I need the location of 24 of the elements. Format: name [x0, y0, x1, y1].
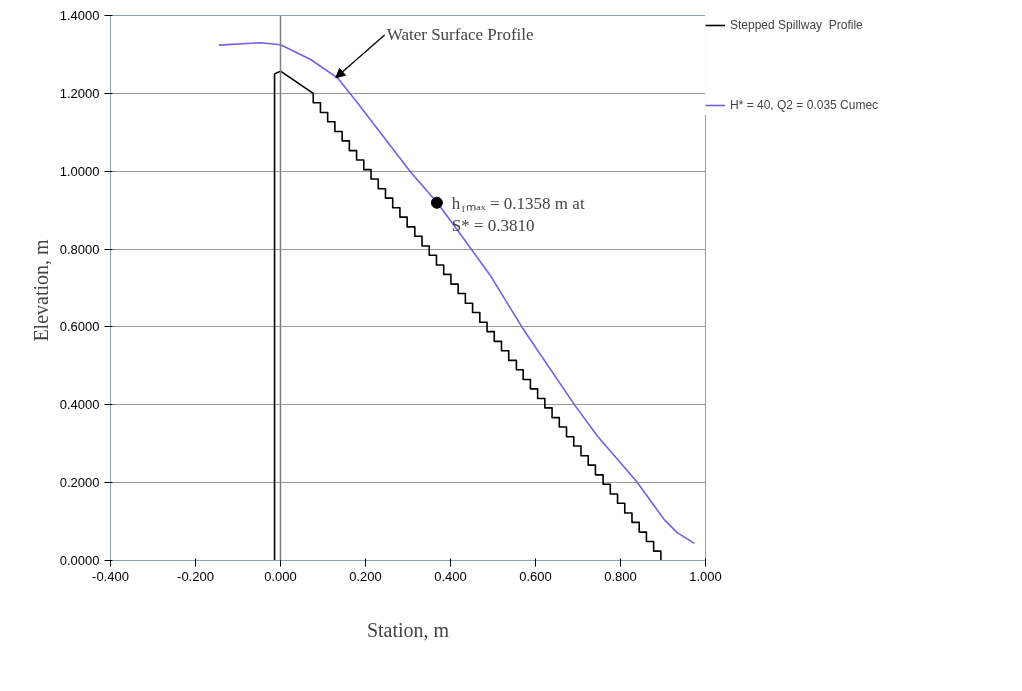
y-axis-title: Elevation, m: [29, 238, 52, 342]
x-tick-label: -0.400: [92, 568, 129, 584]
x-axis-title: Station, m: [366, 618, 450, 641]
y-tick-label: 1.2000: [59, 85, 100, 101]
y-tick-label: 0.4000: [59, 397, 100, 413]
annotation: Water Surface Profile: [386, 25, 534, 45]
x-tick-label: 0.200: [349, 568, 382, 584]
legend-label: H* = 40, Q2 = 0.035 Cumec: [730, 98, 879, 112]
x-tick-label: 0.000: [264, 568, 297, 584]
line-series: [218, 41, 696, 545]
x-tick-label: 0.600: [519, 568, 552, 584]
y-tick-label: 1.0000: [59, 163, 100, 179]
y-tick-label: 1.4000: [59, 8, 100, 23]
x-tick-label: -0.200: [177, 568, 214, 584]
y-tick-label: 0.2000: [59, 475, 100, 491]
x-tick-label: 0.400: [434, 568, 467, 584]
annotation: h₁ₘₐₓ = 0.1358 m at S* = 0.3810: [451, 193, 585, 236]
y-tick-label: 0.8000: [59, 241, 100, 257]
legend-label: Stepped Spillway Profile: [730, 18, 863, 32]
line-series: [273, 70, 662, 561]
x-tick-label: 0.800: [604, 568, 637, 584]
x-tick-label: 1.000: [689, 568, 722, 584]
y-tick-label: 0.0000: [59, 553, 100, 568]
y-tick-label: 0.6000: [59, 319, 100, 335]
